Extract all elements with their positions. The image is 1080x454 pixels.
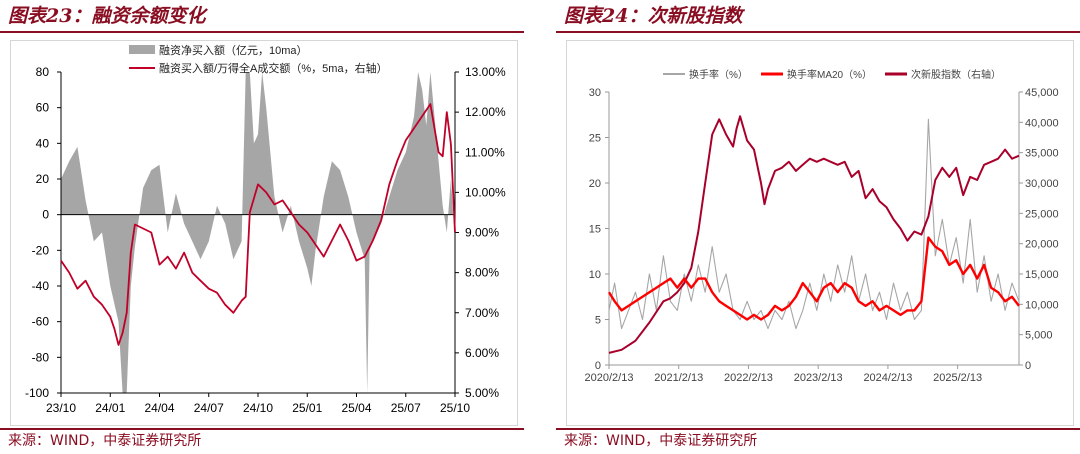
new-stock-index-chart: 30 25 20 15 10 5 0 45,000 40,000 35,000 30,000 25,0… <box>585 68 1059 384</box>
right-y-tick-label: 5,000 <box>1025 330 1053 342</box>
x-tick-label: 2023/2/13 <box>794 372 843 384</box>
left-title-rule <box>0 31 524 33</box>
left-y-tick-label: 60 <box>36 101 50 115</box>
left-y-tick-label: -40 <box>32 279 50 293</box>
left-y-tick-label: 80 <box>36 65 50 79</box>
right-y-tick-label: 12.00% <box>465 105 506 119</box>
left-source-note: 来源：WIND，中泰证券研究所 <box>8 433 202 449</box>
right-y-tick-label: 30,000 <box>1025 178 1059 190</box>
right-y-tick-label: 0 <box>1025 360 1031 372</box>
left-y-tick-label: 20 <box>589 178 601 190</box>
legend-label-area: 融资净买入额（亿元，10ma） <box>159 43 308 57</box>
right-y-tick-label: 11.00% <box>465 145 505 159</box>
x-tick-label: 25/01 <box>292 401 322 415</box>
right-y-tick-label: 6.00% <box>465 346 499 360</box>
right-y-tick-label: 7.00% <box>465 306 499 320</box>
right-y-tick-label: 13.00% <box>465 65 506 79</box>
left-y-tick-label: 5 <box>595 315 601 327</box>
left-y-tick-label: 40 <box>36 136 50 150</box>
x-tick-label: 2025/2/13 <box>933 372 982 384</box>
right-y-tick-label: 10,000 <box>1025 299 1059 311</box>
right-bottom-rule <box>556 428 1080 430</box>
x-tick-label: 2022/2/13 <box>724 372 773 384</box>
x-tick-label: 24/07 <box>194 401 224 415</box>
x-tick-label: 25/07 <box>391 401 421 415</box>
legend-label-turnover: 换手率（%） <box>689 68 748 81</box>
right-y-tick-label: 40,000 <box>1025 117 1059 129</box>
right-source-note: 来源：WIND，中泰证券研究所 <box>564 433 758 449</box>
net-buy-area <box>61 72 455 393</box>
x-tick-label: 24/04 <box>144 401 174 415</box>
right-y-tick-label: 8.00% <box>465 266 499 280</box>
left-chart-title: 图表23：融资余额变化 <box>8 5 206 27</box>
legend-label-ma20: 换手率MA20（%） <box>787 68 872 81</box>
left-y-tick-label: 0 <box>595 360 601 372</box>
right-title-rule <box>556 31 1080 33</box>
right-chart-panel: 图表24：次新股指数 30 25 20 15 10 5 0 45,000 40,000 35,00… <box>556 0 1080 454</box>
right-y-tick-label: 25,000 <box>1025 208 1059 220</box>
x-tick-label: 2020/2/13 <box>585 372 634 384</box>
x-tick-label: 25/10 <box>440 401 470 415</box>
left-chart-frame: 80 60 40 20 0 -20 -40 -60 -80 -100 13.00% 12.00% 11.… <box>10 40 518 426</box>
left-y-tick-label: 25 <box>589 133 601 145</box>
legend-label-index: 次新股指数（右轴） <box>911 68 1001 81</box>
legend-swatch-area <box>129 45 155 54</box>
x-tick-label: 24/01 <box>95 401 125 415</box>
margin-balance-chart: 80 60 40 20 0 -20 -40 -60 -80 -100 13.00% 12.00% 11.… <box>25 43 506 415</box>
right-y-tick-label: 35,000 <box>1025 148 1059 160</box>
buy-ratio-line <box>60 103 456 346</box>
right-y-tick-label: 20,000 <box>1025 239 1059 251</box>
x-tick-label: 2021/2/13 <box>654 372 703 384</box>
x-tick-label: 2024/2/13 <box>863 372 912 384</box>
right-y-tick-label: 45,000 <box>1025 87 1059 99</box>
left-y-tick-label: -20 <box>32 243 50 257</box>
right-y-tick-label: 9.00% <box>465 226 499 240</box>
left-bottom-rule <box>0 428 524 430</box>
left-y-tick-label: 10 <box>589 269 601 281</box>
right-y-tick-label: 15,000 <box>1025 269 1059 281</box>
right-y-tick-label: 10.00% <box>465 185 506 199</box>
left-y-tick-label: 15 <box>589 224 601 236</box>
left-y-tick-label: -80 <box>32 350 50 364</box>
left-y-tick-label: 0 <box>42 208 49 222</box>
legend-label-line: 融资买入额/万得全A成交额（%，5ma，右轴） <box>159 61 388 75</box>
left-y-tick-label: 30 <box>589 87 601 99</box>
x-tick-label: 25/04 <box>341 401 371 415</box>
left-y-tick-label: -60 <box>32 315 50 329</box>
left-y-tick-label: 20 <box>36 172 50 186</box>
turnover-ma20-line <box>607 236 1020 321</box>
right-chart-frame: 30 25 20 15 10 5 0 45,000 40,000 35,000 30,000 25,0… <box>566 40 1074 426</box>
x-tick-label: 23/10 <box>46 401 76 415</box>
right-y-tick-label: 5.00% <box>465 386 499 400</box>
right-chart-title: 图表24：次新股指数 <box>564 5 743 27</box>
left-y-tick-label: -100 <box>25 386 49 400</box>
x-tick-label: 24/10 <box>243 401 273 415</box>
left-chart-panel: 图表23：融资余额变化 80 60 40 20 0 -20 -40 -60 -80 -100 13.… <box>0 0 524 454</box>
new-stock-index-line <box>608 115 1020 354</box>
